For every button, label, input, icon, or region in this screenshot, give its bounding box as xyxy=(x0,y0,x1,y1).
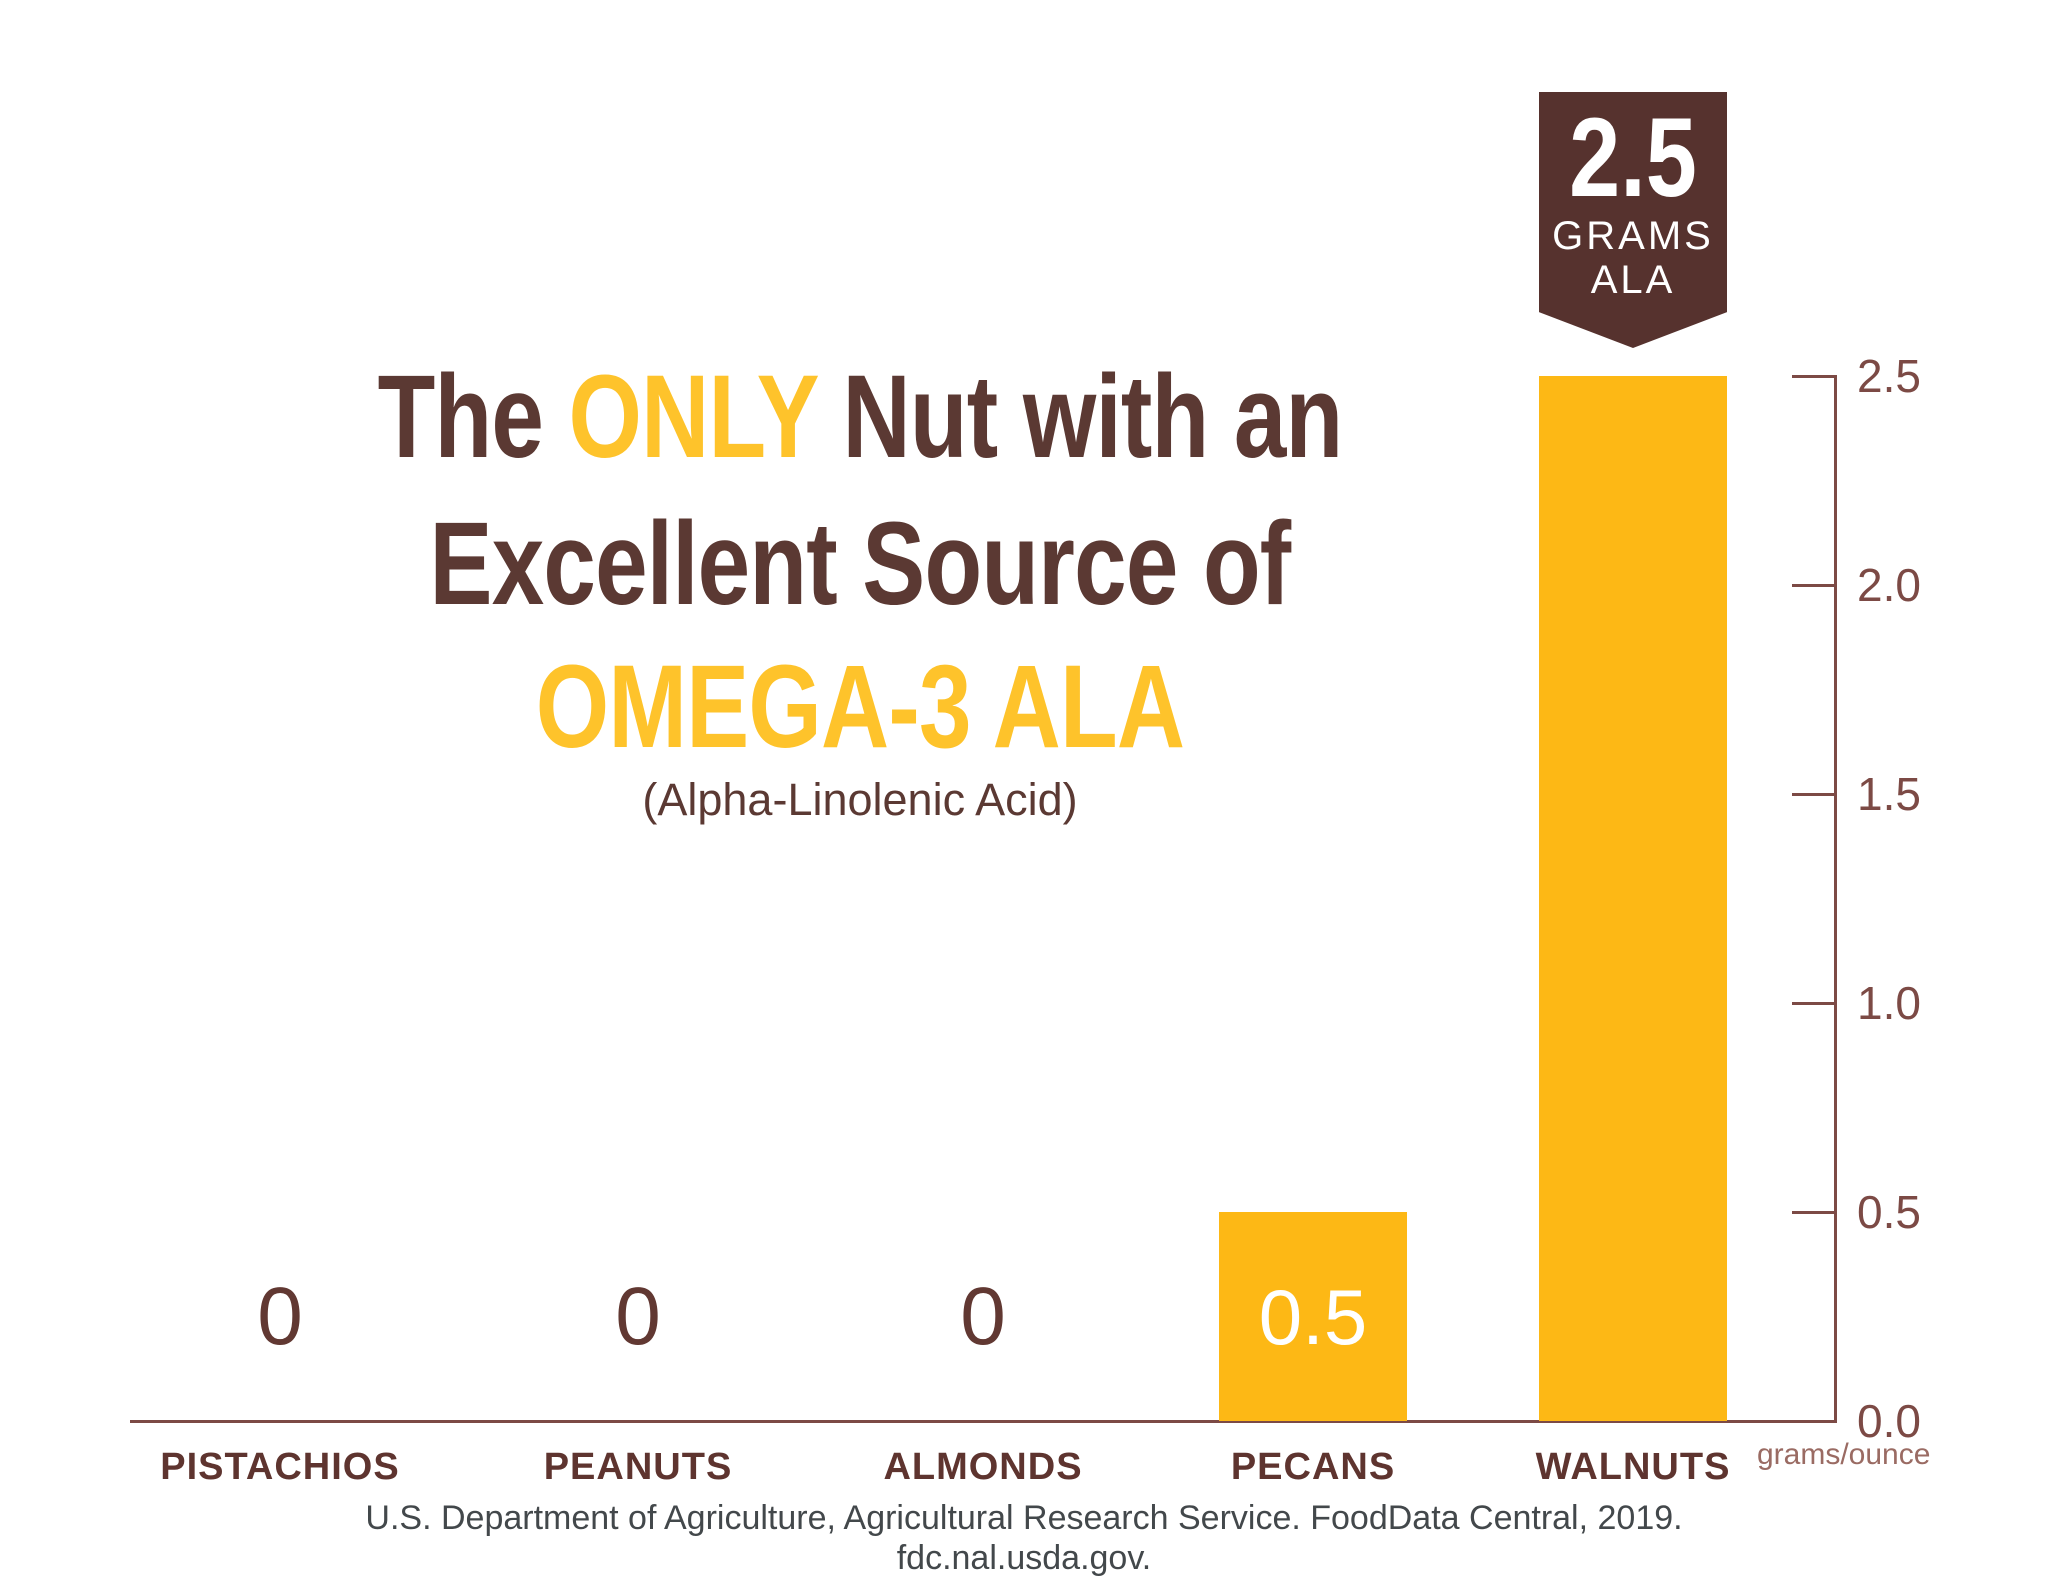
category-label-peanuts: PEANUTS xyxy=(543,1446,733,1488)
y-tick-label: 1.0 xyxy=(1857,977,1921,1029)
title-line-1-pre: The xyxy=(377,351,569,483)
title-subtitle: (Alpha-Linolenic Acid) xyxy=(642,774,1078,825)
source-citation: U.S. Department of Agriculture, Agricult… xyxy=(365,1499,1683,1576)
y-axis-unit-label: grams/ounce xyxy=(1757,1438,1931,1471)
y-tick-label: 1.5 xyxy=(1857,768,1921,820)
value-label-pistachios: 0 xyxy=(257,1271,303,1362)
category-label-pistachios: PISTACHIOS xyxy=(160,1446,400,1488)
y-tick-label: 2.5 xyxy=(1857,350,1921,402)
category-label-walnuts: WALNUTS xyxy=(1535,1446,1731,1488)
value-label-almonds: 0 xyxy=(960,1271,1006,1362)
y-tick-mark xyxy=(1792,1211,1835,1214)
column-pecans: 0.5 PECANS xyxy=(1219,0,1407,1576)
y-tick-label: 0.5 xyxy=(1857,1186,1921,1238)
title-line-1-accent: ONLY xyxy=(568,351,818,483)
badge-value: 2.5 xyxy=(1569,95,1697,220)
bar-walnuts xyxy=(1539,376,1727,1421)
y-tick-mark xyxy=(1792,1002,1835,1005)
y-tick-mark xyxy=(1792,793,1835,796)
badge-unit-ala: ALA xyxy=(1590,258,1676,302)
y-tick-mark xyxy=(1792,375,1835,378)
y-tick-label: 2.0 xyxy=(1857,559,1921,611)
bar-pecans xyxy=(1219,1212,1407,1421)
category-label-pecans: PECANS xyxy=(1230,1446,1396,1488)
y-tick-label: 0.0 xyxy=(1857,1395,1921,1447)
y-axis-line xyxy=(1834,375,1837,1423)
column-almonds: 0 ALMONDS xyxy=(883,0,1081,1576)
column-pistachios: 0 PISTACHIOS xyxy=(160,0,398,1576)
walnuts-value-badge: 2.5 GRAMS ALA xyxy=(1539,92,1727,348)
title-line-1-post: Nut with an xyxy=(817,351,1344,483)
category-label-almonds: ALMONDS xyxy=(883,1446,1083,1488)
title-line-1: The ONLY Nut with an xyxy=(316,358,1404,476)
value-label-peanuts: 0 xyxy=(615,1271,661,1362)
y-tick-mark xyxy=(1792,584,1835,587)
column-walnuts: WALNUTS xyxy=(1536,0,1729,1576)
badge-unit-grams: GRAMS xyxy=(1552,214,1714,258)
column-peanuts: 0 PEANUTS xyxy=(544,0,732,1576)
title-line-3: OMEGA-3 ALA xyxy=(535,641,1185,773)
title-line-2: Excellent Source of xyxy=(429,498,1292,630)
x-axis-baseline xyxy=(130,1420,1837,1423)
value-label-pecans: 0.5 xyxy=(1258,1273,1368,1361)
